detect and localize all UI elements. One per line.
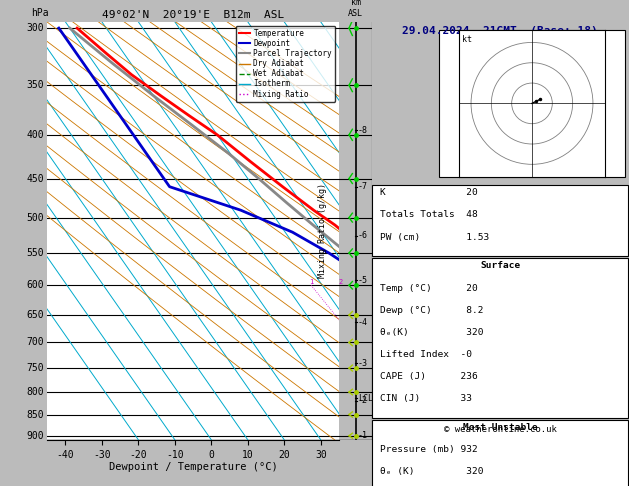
Text: 750: 750 (26, 363, 44, 373)
Text: 600: 600 (26, 280, 44, 290)
Text: -1: -1 (358, 431, 368, 440)
Text: 500: 500 (26, 213, 44, 223)
Text: -3: -3 (358, 359, 368, 367)
Text: K              20: K 20 (380, 188, 478, 197)
Text: CAPE (J)      236: CAPE (J) 236 (380, 372, 478, 381)
Text: -6: -6 (358, 231, 368, 240)
FancyBboxPatch shape (372, 258, 628, 418)
Text: -4: -4 (358, 318, 368, 327)
Text: -2: -2 (358, 396, 368, 405)
FancyBboxPatch shape (372, 185, 628, 256)
Text: 850: 850 (26, 410, 44, 419)
Text: 650: 650 (26, 310, 44, 320)
Text: Most Unstable: Most Unstable (463, 423, 537, 432)
Text: 2: 2 (338, 279, 343, 285)
Text: 29.04.2024  21GMT  (Base: 18): 29.04.2024 21GMT (Base: 18) (402, 26, 598, 36)
Text: Totals Totals  48: Totals Totals 48 (380, 210, 478, 219)
Text: Dewp (°C)      8.2: Dewp (°C) 8.2 (380, 306, 484, 314)
Text: 1: 1 (309, 279, 313, 285)
X-axis label: Dewpoint / Temperature (°C): Dewpoint / Temperature (°C) (109, 462, 277, 472)
Text: Lifted Index  -0: Lifted Index -0 (380, 350, 472, 359)
Text: 350: 350 (26, 80, 44, 90)
FancyBboxPatch shape (439, 30, 625, 176)
Title: 49°02'N  20°19'E  B12m  ASL: 49°02'N 20°19'E B12m ASL (102, 10, 284, 20)
Text: © weatheronline.co.uk: © weatheronline.co.uk (443, 425, 557, 434)
Text: -8: -8 (358, 126, 368, 135)
Text: km
ASL: km ASL (348, 0, 363, 17)
Text: 450: 450 (26, 174, 44, 184)
Text: 400: 400 (26, 130, 44, 140)
Text: 800: 800 (26, 387, 44, 397)
Text: Mixing Ratio (g/kg): Mixing Ratio (g/kg) (318, 183, 326, 278)
Text: -7: -7 (358, 182, 368, 191)
Text: hPa: hPa (31, 8, 49, 17)
Text: Surface: Surface (480, 261, 520, 270)
Text: 700: 700 (26, 337, 44, 347)
Text: 900: 900 (26, 431, 44, 441)
Text: CIN (J)       33: CIN (J) 33 (380, 394, 472, 403)
Text: θₑ (K)         320: θₑ (K) 320 (380, 468, 484, 476)
Legend: Temperature, Dewpoint, Parcel Trajectory, Dry Adiabat, Wet Adiabat, Isotherm, Mi: Temperature, Dewpoint, Parcel Trajectory… (236, 26, 335, 102)
Text: 300: 300 (26, 23, 44, 33)
FancyBboxPatch shape (372, 420, 628, 486)
Text: θₑ(K)          320: θₑ(K) 320 (380, 328, 484, 337)
Text: Pressure (mb) 932: Pressure (mb) 932 (380, 445, 478, 454)
Text: LCL: LCL (358, 394, 373, 402)
Text: PW (cm)        1.53: PW (cm) 1.53 (380, 232, 489, 242)
Text: -5: -5 (358, 276, 368, 285)
Text: 550: 550 (26, 248, 44, 258)
Text: Temp (°C)      20: Temp (°C) 20 (380, 283, 478, 293)
